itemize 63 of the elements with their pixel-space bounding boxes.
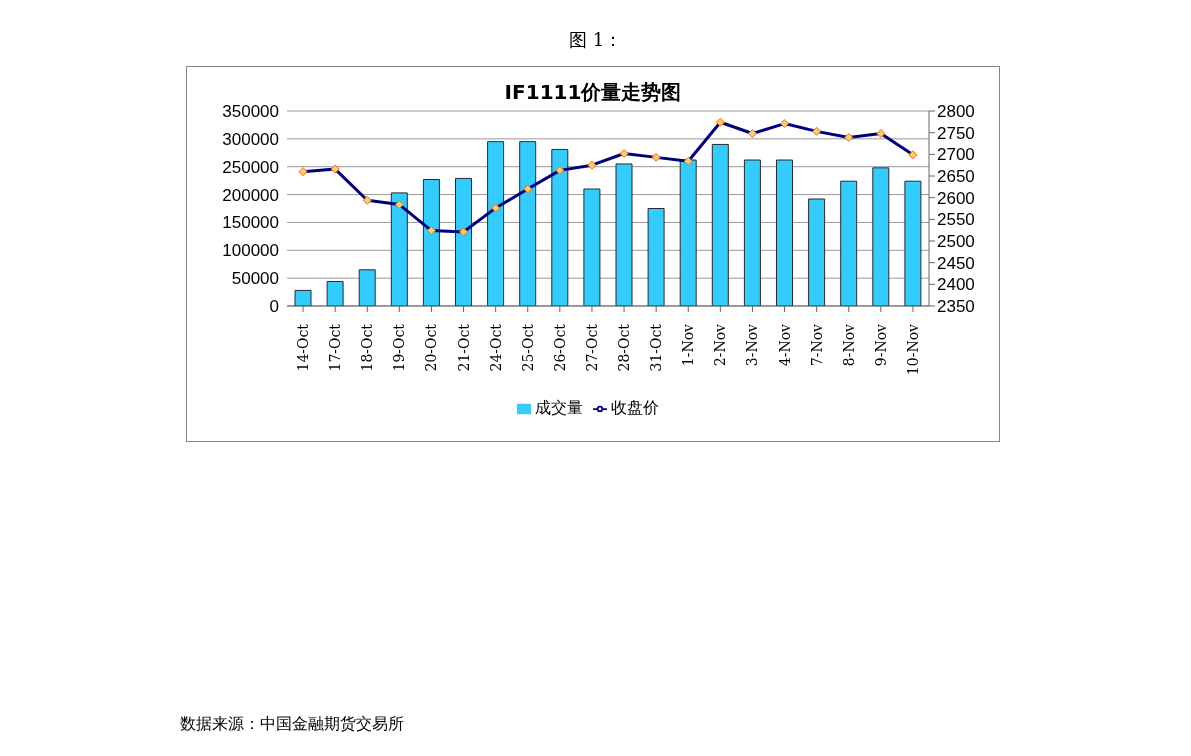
source-note: 数据来源：中国金融期货交易所 xyxy=(180,714,404,735)
x-tick-label: 7-Nov xyxy=(808,323,825,367)
y-tick-label: 250000 xyxy=(222,157,279,177)
x-tick-label: 20-Oct xyxy=(423,323,440,372)
x-tick-label: 31-Oct xyxy=(648,323,665,372)
x-tick-label: 26-Oct xyxy=(551,323,568,372)
y2-tick-label: 2800 xyxy=(937,102,975,122)
y-tick-label: 150000 xyxy=(222,213,279,233)
bar xyxy=(743,159,761,306)
x-tick-label: 9-Nov xyxy=(872,323,889,367)
x-tick-label: 19-Oct xyxy=(391,323,408,372)
bar xyxy=(872,167,890,306)
y2-tick-label: 2650 xyxy=(937,167,975,187)
y-tick-label: 50000 xyxy=(231,269,279,289)
caption: 图 1： xyxy=(567,28,624,52)
y-tick-label: 0 xyxy=(269,297,279,317)
x-tick-label: 8-Nov xyxy=(840,323,857,367)
x-tick-label: 18-Oct xyxy=(359,323,376,372)
y-tick-label: 100000 xyxy=(222,241,279,261)
y2-tick-label: 2750 xyxy=(937,123,975,143)
legend-label: 收盘价 xyxy=(611,398,659,417)
bar xyxy=(711,143,729,306)
y-tick-label: 200000 xyxy=(222,185,279,205)
bar xyxy=(519,141,537,306)
x-tick-label: 24-Oct xyxy=(487,323,504,372)
y2-tick-label: 2400 xyxy=(937,275,975,295)
y2-tick-label: 2700 xyxy=(937,145,975,165)
bar xyxy=(422,179,440,306)
x-tick-label: 27-Oct xyxy=(583,323,600,372)
y2-tick-label: 2350 xyxy=(937,297,975,317)
y2-tick-label: 2450 xyxy=(937,253,975,273)
y2-tick-label: 2500 xyxy=(937,232,975,252)
bar xyxy=(455,177,472,306)
bar xyxy=(904,180,922,306)
y-tick-label: 300000 xyxy=(222,129,279,149)
x-tick-label: 3-Nov xyxy=(744,323,761,367)
bar xyxy=(583,188,601,306)
x-tick-label: 17-Oct xyxy=(327,323,344,372)
bar xyxy=(487,141,505,306)
bar xyxy=(615,163,633,306)
bar xyxy=(840,180,858,306)
bar xyxy=(776,159,793,306)
x-tick-label: 4-Nov xyxy=(776,323,793,367)
bar xyxy=(679,159,697,306)
x-tick-label: 14-Oct xyxy=(295,323,312,372)
x-tick-label: 25-Oct xyxy=(519,323,536,372)
y2-tick-label: 2600 xyxy=(937,188,975,208)
chart-title: IF1111价量走势图 xyxy=(504,80,682,104)
y2-tick-label: 2550 xyxy=(937,210,975,230)
bar xyxy=(390,192,408,306)
x-tick-label: 28-Oct xyxy=(616,323,633,372)
x-tick-label: 1-Nov xyxy=(680,323,697,367)
x-tick-label: 21-Oct xyxy=(455,323,472,372)
bar xyxy=(551,148,569,306)
bar xyxy=(294,289,312,306)
legend-label: 成交量 xyxy=(535,398,583,417)
x-tick-label: 2-Nov xyxy=(712,323,729,367)
bar xyxy=(808,198,826,306)
y-tick-label: 350000 xyxy=(222,102,279,122)
bar xyxy=(326,280,344,306)
bar xyxy=(647,208,665,306)
bar xyxy=(358,269,376,306)
x-tick-label: 10-Nov xyxy=(904,323,921,376)
